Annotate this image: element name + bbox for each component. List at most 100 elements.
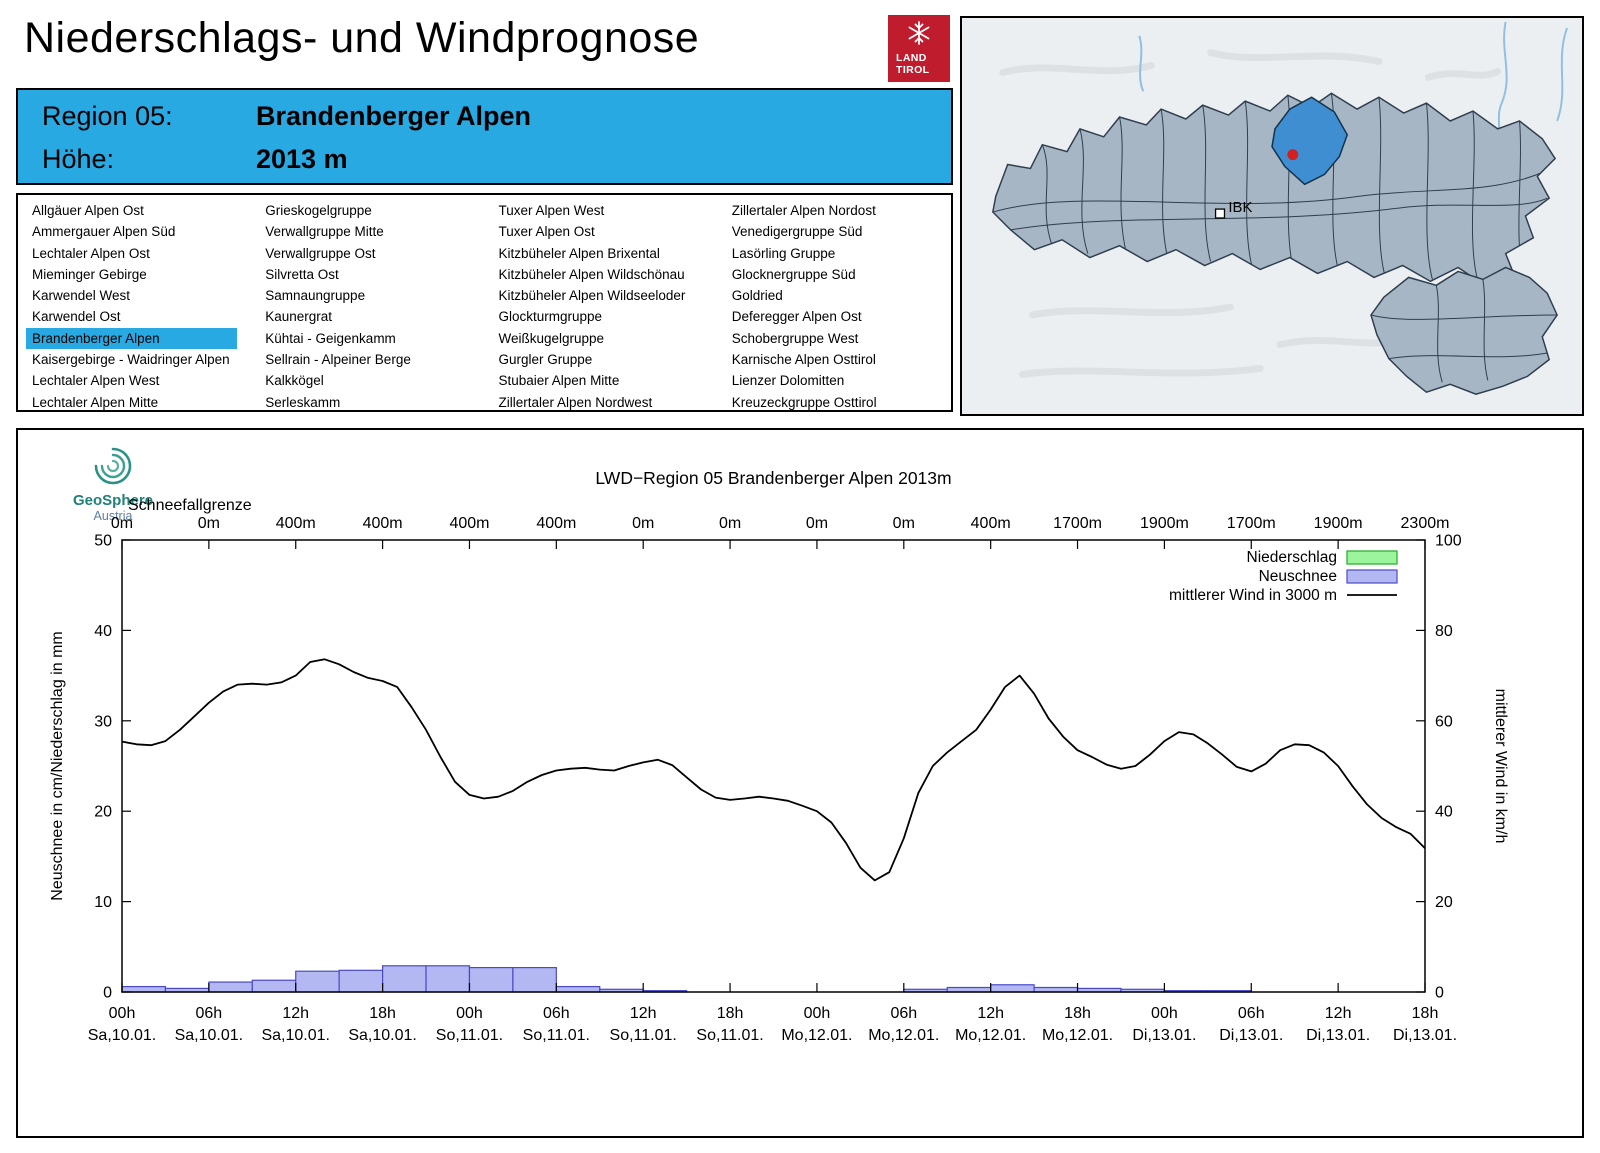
legend-label: Neuschnee bbox=[1259, 568, 1337, 585]
x-tick-hour: 00h bbox=[109, 1005, 136, 1022]
x-tick-date: Di,13.01. bbox=[1306, 1027, 1370, 1044]
region-list-item[interactable]: Zillertaler Alpen Nordost bbox=[731, 203, 876, 218]
page-title: Niederschlags- und Windprognose bbox=[24, 14, 700, 62]
neuschnee-bar bbox=[555, 985, 601, 993]
snowline-value: 1900m bbox=[1140, 515, 1189, 532]
x-tick-hour: 00h bbox=[804, 1005, 831, 1022]
legend-label: mittlerer Wind in 3000 m bbox=[1169, 587, 1337, 604]
region-list-item[interactable]: Verwallgruppe Mitte bbox=[265, 224, 384, 240]
map-region-east-tirol[interactable] bbox=[1370, 266, 1558, 395]
region-list-item[interactable]: Karwendel West bbox=[32, 288, 131, 304]
region-list-item[interactable]: Schobergruppe West bbox=[731, 330, 859, 346]
region-list-item[interactable]: Weißkugelgruppe bbox=[498, 330, 605, 346]
region-list-item[interactable]: Zillertaler Alpen Nordwest bbox=[498, 394, 653, 410]
ibk-marker bbox=[1214, 208, 1226, 219]
region-list-item[interactable]: Grieskogelgruppe bbox=[265, 203, 372, 218]
y-left-tick: 40 bbox=[94, 623, 112, 640]
region-list-item[interactable]: Verwallgruppe Ost bbox=[265, 245, 376, 261]
map-region-north-tirol[interactable] bbox=[992, 92, 1557, 285]
region-list-item[interactable]: Tuxer Alpen Ost bbox=[498, 224, 595, 240]
snowline-value: 0m bbox=[806, 515, 828, 532]
x-tick-hour: 18h bbox=[1412, 1005, 1439, 1022]
region-list-item[interactable]: Kühtai - Geigenkamm bbox=[265, 330, 396, 346]
region-list-item[interactable]: Venedigergruppe Süd bbox=[731, 224, 863, 240]
land-tirol-logo: LAND TIROL bbox=[888, 15, 950, 82]
region-list-item[interactable]: Kalkkögel bbox=[265, 373, 324, 389]
map-region-selected[interactable] bbox=[1271, 96, 1349, 186]
ibk-label: IBK bbox=[1228, 200, 1252, 216]
region-list-item[interactable]: Karnische Alpen Osttirol bbox=[731, 352, 876, 368]
region-list-item[interactable]: Kitzbüheler Alpen Brixental bbox=[498, 245, 660, 261]
altitude-label: Höhe: bbox=[42, 144, 115, 174]
region-list-item[interactable]: Kitzbüheler Alpen Wildschönau bbox=[498, 266, 685, 282]
region-list-item[interactable]: Glocknergruppe Süd bbox=[731, 266, 856, 282]
forecast-chart-panel: GeoSphere Austria 00h Sa,10.01. 0m 06h Sa,10… bbox=[16, 428, 1584, 1138]
x-tick-hour: 06h bbox=[543, 1005, 570, 1022]
east-tirol-subregion-borders bbox=[1371, 279, 1558, 383]
x-tick-date: So,11.01. bbox=[523, 1027, 590, 1044]
snowline-value: 0m bbox=[893, 515, 915, 532]
x-tick-date: Sa,10.01. bbox=[348, 1027, 417, 1044]
x-tick-date: Di,13.01. bbox=[1132, 1027, 1196, 1044]
region-list-item[interactable]: Deferegger Alpen Ost bbox=[731, 309, 862, 325]
x-tick-hour: 12h bbox=[977, 1005, 1004, 1022]
region-list-item[interactable]: Mieminger Gebirge bbox=[32, 266, 147, 282]
x-tick-date: So,11.01. bbox=[610, 1027, 677, 1044]
snowline-value: 2300m bbox=[1401, 515, 1450, 532]
region-name-value: Brandenberger Alpen bbox=[256, 101, 532, 131]
region-list-item[interactable]: Lechtaler Alpen West bbox=[32, 373, 160, 389]
x-tick-date: Sa,10.01. bbox=[175, 1027, 244, 1044]
region-list-item[interactable]: Goldried bbox=[731, 288, 783, 304]
region-list-item[interactable]: Samnaungruppe bbox=[265, 288, 366, 304]
region-list-item[interactable]: Silvretta Ost bbox=[265, 266, 339, 282]
region-list-item[interactable]: Gurgler Gruppe bbox=[498, 352, 593, 368]
y-right-tick: 100 bbox=[1435, 533, 1462, 550]
region-list-item[interactable]: Ammergauer Alpen Süd bbox=[32, 224, 176, 240]
x-tick-hour: 18h bbox=[1064, 1005, 1091, 1022]
neuschnee-bar bbox=[208, 981, 253, 993]
neuschnee-bar bbox=[512, 966, 557, 993]
region-list-item[interactable]: Allgäuer Alpen Ost bbox=[32, 203, 144, 218]
region-list-item[interactable]: Glockturmgruppe bbox=[498, 309, 603, 325]
x-tick-date: Sa,10.01. bbox=[88, 1027, 157, 1044]
region-list-item[interactable]: Karwendel Ost bbox=[32, 309, 121, 325]
snowline-value: 0m bbox=[719, 515, 741, 532]
region-list-item[interactable]: Kaisergebirge - Waidringer Alpen bbox=[32, 352, 230, 368]
region-list-item[interactable]: Lienzer Dolomitten bbox=[731, 373, 845, 389]
region-list-item[interactable]: Tuxer Alpen West bbox=[498, 203, 605, 218]
x-tick-hour: 18h bbox=[717, 1005, 744, 1022]
x-tick-hour: 12h bbox=[1325, 1005, 1352, 1022]
region-list-item[interactable]: Lasörling Gruppe bbox=[731, 245, 836, 261]
region-list-item[interactable]: Stubaier Alpen Mitte bbox=[498, 373, 620, 389]
y-left-axis-title: Neuschnee in cm/Niederschlag in mm bbox=[49, 631, 66, 900]
neuschnee-bar bbox=[338, 969, 384, 993]
region-list-item[interactable]: Kaunergrat bbox=[265, 309, 333, 325]
neuschnee-bar bbox=[990, 984, 1035, 993]
y-left-tick: 0 bbox=[103, 985, 112, 1002]
region-list: Allgäuer Alpen Ost Ammergauer Alpen Süd Le… bbox=[16, 193, 953, 412]
legend-swatch-box bbox=[1346, 550, 1398, 565]
snowline-value: 400m bbox=[971, 515, 1011, 532]
region-list-item[interactable]: Kreuzeckgruppe Osttirol bbox=[731, 394, 877, 410]
region-list-item[interactable]: Serleskamm bbox=[265, 394, 341, 410]
x-tick-hour: 06h bbox=[196, 1005, 223, 1022]
region-list-item[interactable]: Lechtaler Alpen Ost bbox=[32, 245, 150, 261]
y-left-tick: 30 bbox=[94, 713, 112, 730]
region-list-item[interactable]: Sellrain - Alpeiner Berge bbox=[265, 352, 411, 368]
region-list-item[interactable]: Brandenberger Alpen bbox=[26, 327, 238, 350]
snowline-value: 0m bbox=[632, 515, 654, 532]
neuschnee-bar bbox=[468, 966, 514, 993]
region-list-item[interactable]: Lechtaler Alpen Mitte bbox=[32, 394, 159, 410]
neuschnee-bar bbox=[121, 985, 167, 993]
geosphere-name: GeoSphere bbox=[72, 492, 154, 509]
snowline-value: 400m bbox=[363, 515, 403, 532]
snowline-value: 0m bbox=[111, 515, 133, 532]
neuschnee-bar bbox=[425, 965, 471, 993]
snowline-value: 400m bbox=[536, 515, 576, 532]
x-tick-date: Mo,12.01. bbox=[781, 1027, 852, 1044]
geosphere-icon bbox=[94, 447, 132, 485]
x-tick-hour: 12h bbox=[282, 1005, 309, 1022]
region-list-item[interactable]: Kitzbüheler Alpen Wildseeloder bbox=[498, 288, 686, 304]
x-tick-hour: 12h bbox=[630, 1005, 657, 1022]
